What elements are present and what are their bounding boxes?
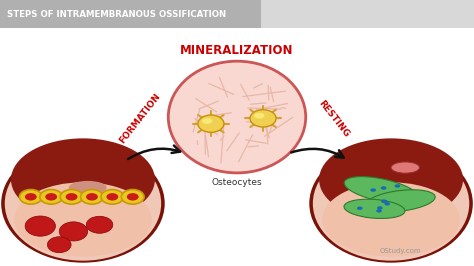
Ellipse shape <box>377 206 383 210</box>
Ellipse shape <box>309 144 473 263</box>
Ellipse shape <box>106 193 118 201</box>
Ellipse shape <box>121 189 144 204</box>
Ellipse shape <box>250 110 276 127</box>
Ellipse shape <box>344 199 405 218</box>
Ellipse shape <box>198 115 224 132</box>
Text: STEPS OF INTRAMEMBRANOUS OSSIFICATION: STEPS OF INTRAMEMBRANOUS OSSIFICATION <box>7 10 226 19</box>
Ellipse shape <box>40 189 63 204</box>
Ellipse shape <box>59 222 88 241</box>
Text: OStudy.com: OStudy.com <box>379 248 421 254</box>
Ellipse shape <box>344 177 419 204</box>
Ellipse shape <box>376 209 382 213</box>
Ellipse shape <box>101 189 124 204</box>
Ellipse shape <box>394 184 400 188</box>
Ellipse shape <box>5 146 161 261</box>
FancyArrowPatch shape <box>128 146 180 159</box>
Text: Osteocytes: Osteocytes <box>212 178 262 187</box>
Ellipse shape <box>313 146 469 261</box>
Text: MINERALIZATION: MINERALIZATION <box>180 44 294 57</box>
Ellipse shape <box>381 200 387 203</box>
Ellipse shape <box>381 186 386 190</box>
Ellipse shape <box>86 216 113 233</box>
Ellipse shape <box>322 182 460 257</box>
Ellipse shape <box>202 118 212 124</box>
Ellipse shape <box>19 189 42 204</box>
Ellipse shape <box>65 193 77 201</box>
Ellipse shape <box>14 182 152 257</box>
Ellipse shape <box>86 193 98 201</box>
Ellipse shape <box>45 193 57 201</box>
Ellipse shape <box>47 237 71 253</box>
FancyArrowPatch shape <box>291 149 344 158</box>
Ellipse shape <box>382 200 387 203</box>
Ellipse shape <box>81 189 103 204</box>
Ellipse shape <box>391 162 419 173</box>
Ellipse shape <box>69 181 107 194</box>
Ellipse shape <box>366 190 435 212</box>
Text: FORMATION: FORMATION <box>118 92 162 145</box>
Ellipse shape <box>370 188 376 192</box>
FancyBboxPatch shape <box>0 0 474 28</box>
Ellipse shape <box>25 216 55 236</box>
Ellipse shape <box>319 138 463 221</box>
Ellipse shape <box>254 113 264 119</box>
Ellipse shape <box>60 189 83 204</box>
Ellipse shape <box>25 193 36 201</box>
FancyBboxPatch shape <box>0 28 474 266</box>
Ellipse shape <box>127 193 138 201</box>
Text: RESTING: RESTING <box>317 98 351 139</box>
FancyBboxPatch shape <box>261 0 474 28</box>
Ellipse shape <box>1 144 164 263</box>
Ellipse shape <box>357 206 363 210</box>
Ellipse shape <box>11 138 155 221</box>
Ellipse shape <box>168 61 306 173</box>
Ellipse shape <box>384 202 390 206</box>
